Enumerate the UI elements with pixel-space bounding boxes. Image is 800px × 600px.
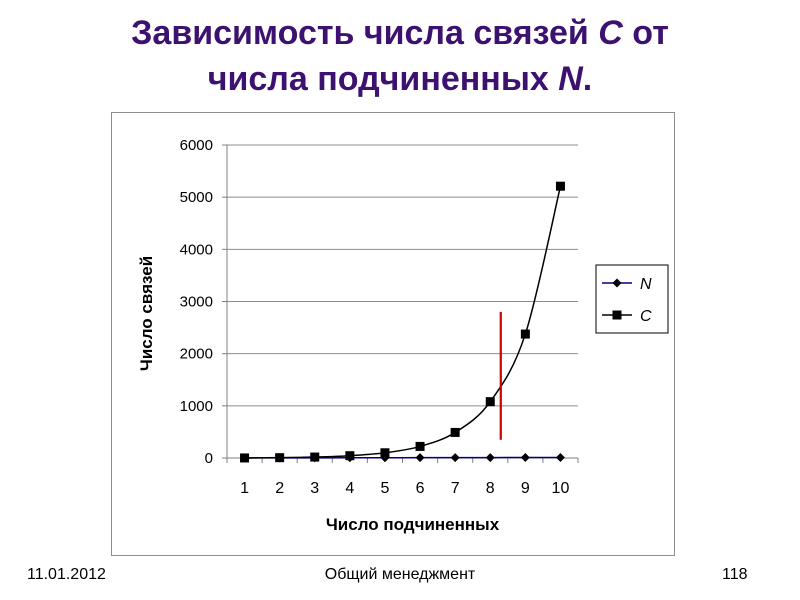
data-point-c: [240, 453, 250, 463]
legend-label: N: [640, 276, 652, 293]
y-tick-label: 3000: [180, 294, 213, 311]
legend-label: C: [640, 308, 652, 325]
data-point-c: [275, 453, 285, 463]
title-text: .: [582, 60, 593, 98]
title-variable-n: N: [558, 60, 583, 98]
slide-title-line-1: Зависимость числа связей С от: [60, 10, 740, 56]
legend-marker: [612, 310, 622, 320]
data-point-n: [415, 453, 425, 463]
x-tick-label: 1: [240, 480, 249, 497]
x-tick-label: 6: [416, 480, 425, 497]
x-tick-label: 8: [486, 480, 495, 497]
y-tick-label: 4000: [180, 241, 213, 258]
footer-title: Общий менеджмент: [324, 566, 476, 583]
x-tick-label: 10: [552, 480, 570, 497]
slide-title: Зависимость числа связей С от числа подч…: [60, 10, 740, 102]
title-text: от: [622, 14, 669, 52]
x-tick-label: 2: [275, 480, 284, 497]
data-point-c: [415, 441, 425, 451]
data-point-n: [555, 452, 565, 462]
title-text: Зависимость числа связей: [131, 14, 599, 52]
line-chart: 0 1000 2000 3000 4000 5000 6000 1 2 3 4 5 6 7 8 9 10 Числ…: [137, 137, 669, 534]
y-tick-label: 2000: [180, 346, 213, 363]
data-point-c: [345, 451, 355, 461]
y-tick-label: 0: [205, 450, 213, 467]
legend-box: [595, 264, 669, 334]
y-axis-title: Число связей: [137, 256, 156, 371]
page-number: 118: [722, 566, 748, 583]
x-tick-label: 5: [380, 480, 389, 497]
data-point-c: [555, 181, 565, 191]
y-tick-label: 5000: [180, 189, 213, 206]
y-tick-label: 1000: [180, 398, 213, 415]
x-tick-label: 4: [345, 480, 354, 497]
data-point-c: [380, 448, 390, 458]
x-tick-label: 3: [310, 480, 319, 497]
y-tick-label: 6000: [180, 137, 213, 154]
data-point-c: [520, 329, 530, 339]
series-line-c: [244, 186, 562, 459]
x-tick-label: 9: [521, 480, 530, 497]
data-point-n: [520, 453, 530, 463]
legend-marker: [612, 278, 622, 288]
title-variable-c: С: [598, 14, 623, 52]
footer-date: 11.01.2012: [27, 566, 106, 583]
data-point-c: [310, 452, 320, 462]
x-tick-label: 7: [451, 480, 460, 497]
data-point-c: [450, 427, 460, 437]
data-point-n: [485, 453, 495, 463]
chart-frame: 0 1000 2000 3000 4000 5000 6000 1 2 3 4 5 6 7 8 9 10 Числ…: [111, 112, 675, 556]
slide-title-line-2: числа подчиненных N.: [60, 56, 740, 102]
data-point-c: [485, 397, 495, 407]
data-point-n: [450, 453, 460, 463]
title-text: числа подчиненных: [207, 60, 559, 98]
x-axis-title: Число подчиненных: [326, 515, 500, 534]
